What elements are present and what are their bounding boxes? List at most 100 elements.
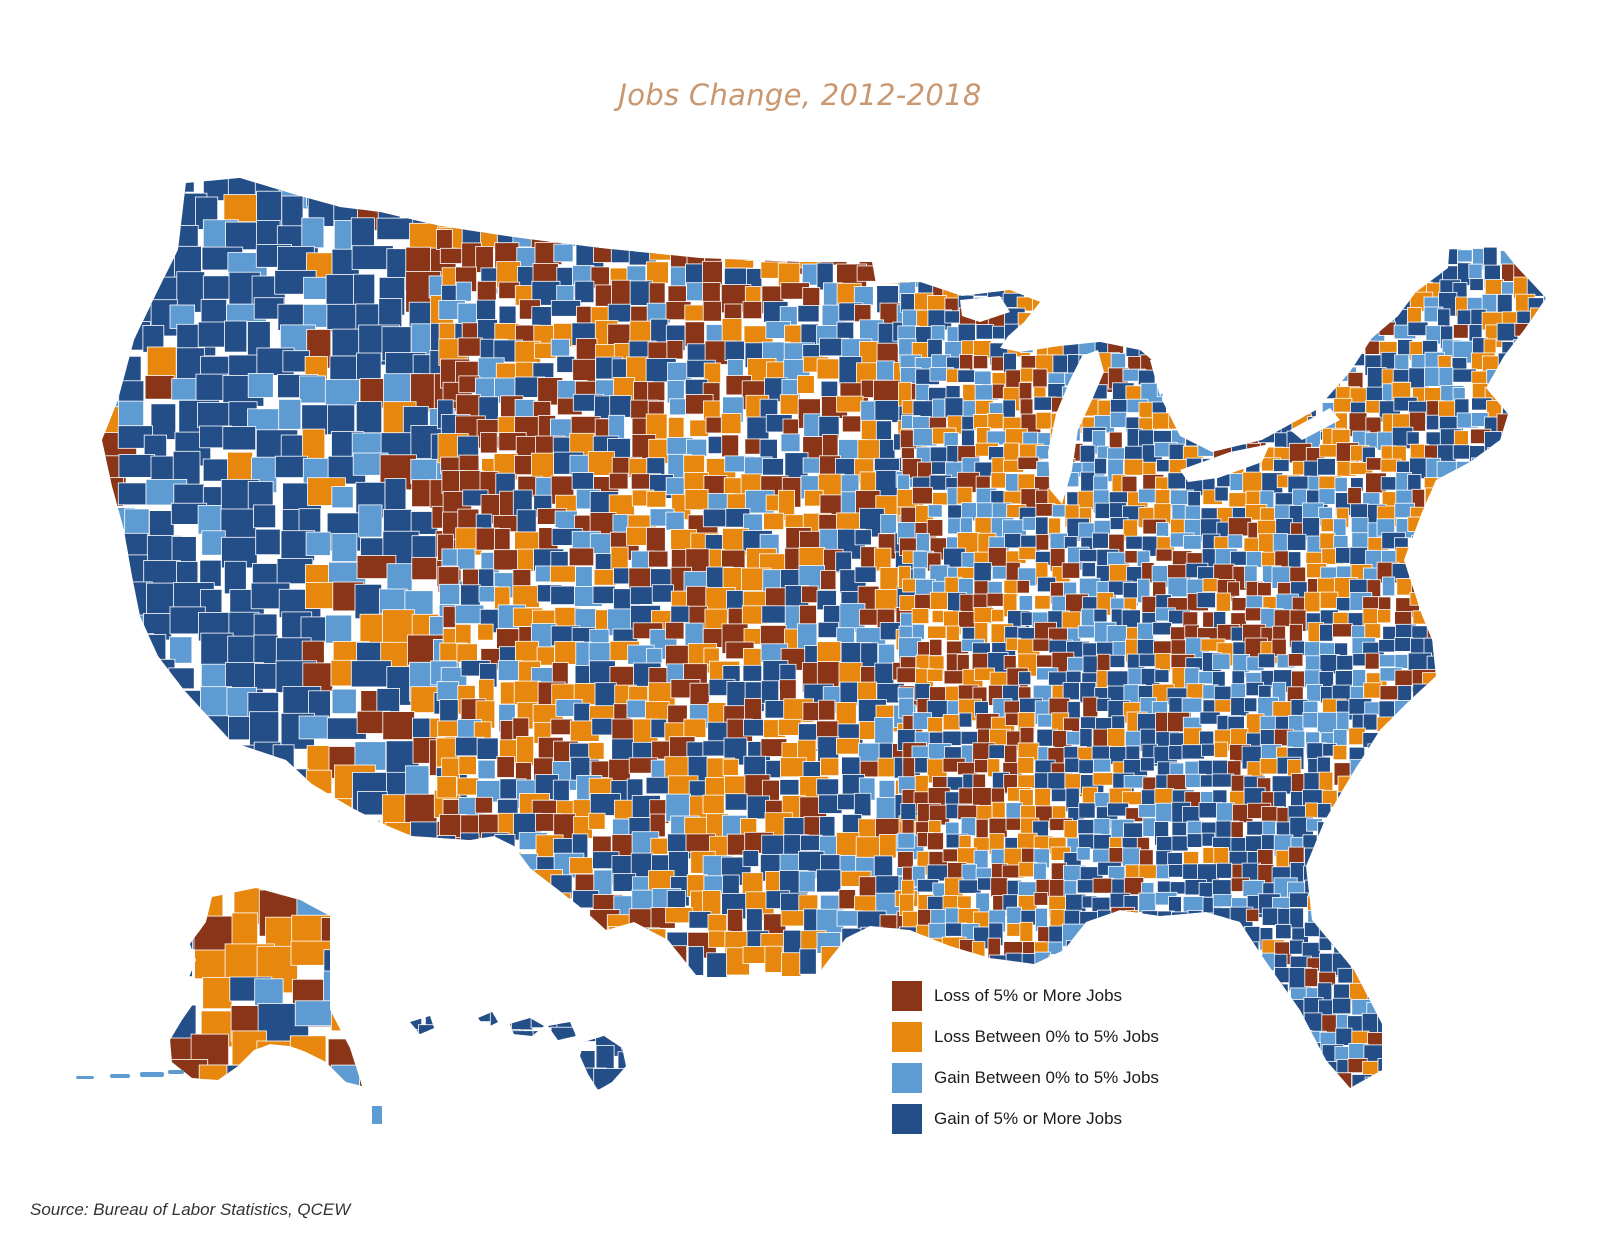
- county-tile: [531, 205, 553, 232]
- county-tile: [874, 399, 900, 423]
- county-tile: [1526, 686, 1546, 709]
- county-tile: [1273, 264, 1287, 287]
- county-tile: [480, 178, 501, 193]
- county-tile: [646, 457, 666, 476]
- county-tile: [706, 952, 728, 978]
- county-tile: [1516, 1030, 1534, 1051]
- county-tile: [617, 1092, 635, 1116]
- county-tile: [1107, 321, 1132, 336]
- county-tile: [353, 273, 376, 309]
- county-tile: [1393, 264, 1413, 278]
- county-tile: [144, 688, 174, 723]
- county-tile: [1528, 537, 1546, 559]
- county-tile: [1456, 608, 1481, 633]
- county-tile: [858, 223, 889, 244]
- county-tile: [126, 795, 164, 832]
- county-tile: [197, 848, 238, 876]
- county-tile: [117, 768, 145, 797]
- county-tile: [1301, 310, 1316, 328]
- county-tile: [1409, 924, 1425, 939]
- county-tile: [1229, 473, 1244, 491]
- county-tile: [553, 187, 573, 217]
- county-tile: [1501, 967, 1525, 982]
- county-tile: [1487, 1001, 1512, 1022]
- county-tile: [1217, 248, 1238, 268]
- county-tile: [478, 205, 496, 227]
- county-tile: [617, 1051, 626, 1084]
- county-tile: [1167, 1071, 1192, 1088]
- county-tile: [1440, 1016, 1465, 1032]
- county-tile: [1215, 592, 1231, 612]
- county-tile: [1125, 921, 1147, 939]
- county-tile: [1196, 430, 1213, 447]
- county-tile: [1212, 894, 1233, 908]
- county-tile: [1452, 714, 1476, 735]
- county-tile: [1456, 881, 1481, 901]
- county-tile: [1481, 1072, 1497, 1092]
- county-tile: [1424, 1041, 1449, 1060]
- county-tile: [1022, 516, 1037, 531]
- county-tile: [102, 772, 123, 796]
- county-tile: [1496, 911, 1511, 927]
- county-tile: [989, 954, 1007, 974]
- county-tile: [820, 570, 837, 591]
- county-tile: [1482, 517, 1498, 542]
- county-tile: [277, 871, 309, 895]
- county-tile: [1499, 1026, 1524, 1047]
- county-tile: [1319, 444, 1339, 458]
- county-tile: [1514, 911, 1535, 931]
- county-tile: [1409, 956, 1429, 977]
- county-tile: [1349, 864, 1364, 883]
- county-tile: [1407, 321, 1429, 337]
- county-tile: [1531, 596, 1546, 611]
- county-tile: [1062, 923, 1086, 947]
- county-tile: [1271, 386, 1292, 410]
- county-tile: [1244, 1093, 1264, 1112]
- county-tile: [1034, 951, 1051, 974]
- county-tile: [1545, 1043, 1546, 1067]
- county-tile: [914, 952, 932, 977]
- county-tile: [170, 977, 189, 1007]
- county-tile: [358, 504, 383, 538]
- county-tile: [1273, 1027, 1294, 1050]
- county-tile: [1426, 909, 1449, 931]
- county-tile: [1317, 248, 1340, 271]
- county-tile: [148, 796, 191, 837]
- county-tile: [1306, 1074, 1321, 1092]
- aleutian-islands: [76, 1070, 382, 1124]
- county-tile: [254, 817, 282, 853]
- county-tile: [1363, 246, 1385, 268]
- county-tile: [820, 757, 840, 776]
- county-tile: [1292, 276, 1312, 296]
- county-tile: [569, 857, 594, 875]
- county-tile: [897, 262, 914, 286]
- county-tile: [462, 930, 481, 957]
- county-tile: [1407, 1060, 1427, 1083]
- county-tile: [927, 504, 943, 518]
- county-tile: [1545, 475, 1546, 497]
- county-tile: [1365, 923, 1387, 946]
- contiguous-us-counties: [102, 178, 1546, 1112]
- county-tile: [1201, 399, 1226, 417]
- county-tile: [1336, 655, 1354, 671]
- county-tile: [351, 178, 374, 200]
- county-tile: [1483, 1060, 1499, 1076]
- county-tile: [1529, 697, 1546, 716]
- county-tile: [497, 204, 520, 227]
- county-tile: [1499, 672, 1518, 691]
- county-tile: [1382, 280, 1399, 305]
- county-tile: [478, 568, 495, 590]
- county-tile: [1082, 926, 1107, 944]
- county-tile: [1169, 1087, 1187, 1092]
- county-tile: [494, 894, 514, 912]
- county-tile: [1407, 792, 1423, 814]
- county-tile: [1213, 1001, 1236, 1024]
- county-tile: [1482, 716, 1498, 741]
- county-tile: [1184, 309, 1201, 328]
- county-tile: [762, 458, 784, 476]
- county-tile: [1019, 726, 1035, 745]
- county-tile: [379, 866, 406, 902]
- county-tile: [1469, 1044, 1486, 1070]
- county-tile: [1530, 640, 1546, 656]
- county-tile: [1332, 277, 1351, 301]
